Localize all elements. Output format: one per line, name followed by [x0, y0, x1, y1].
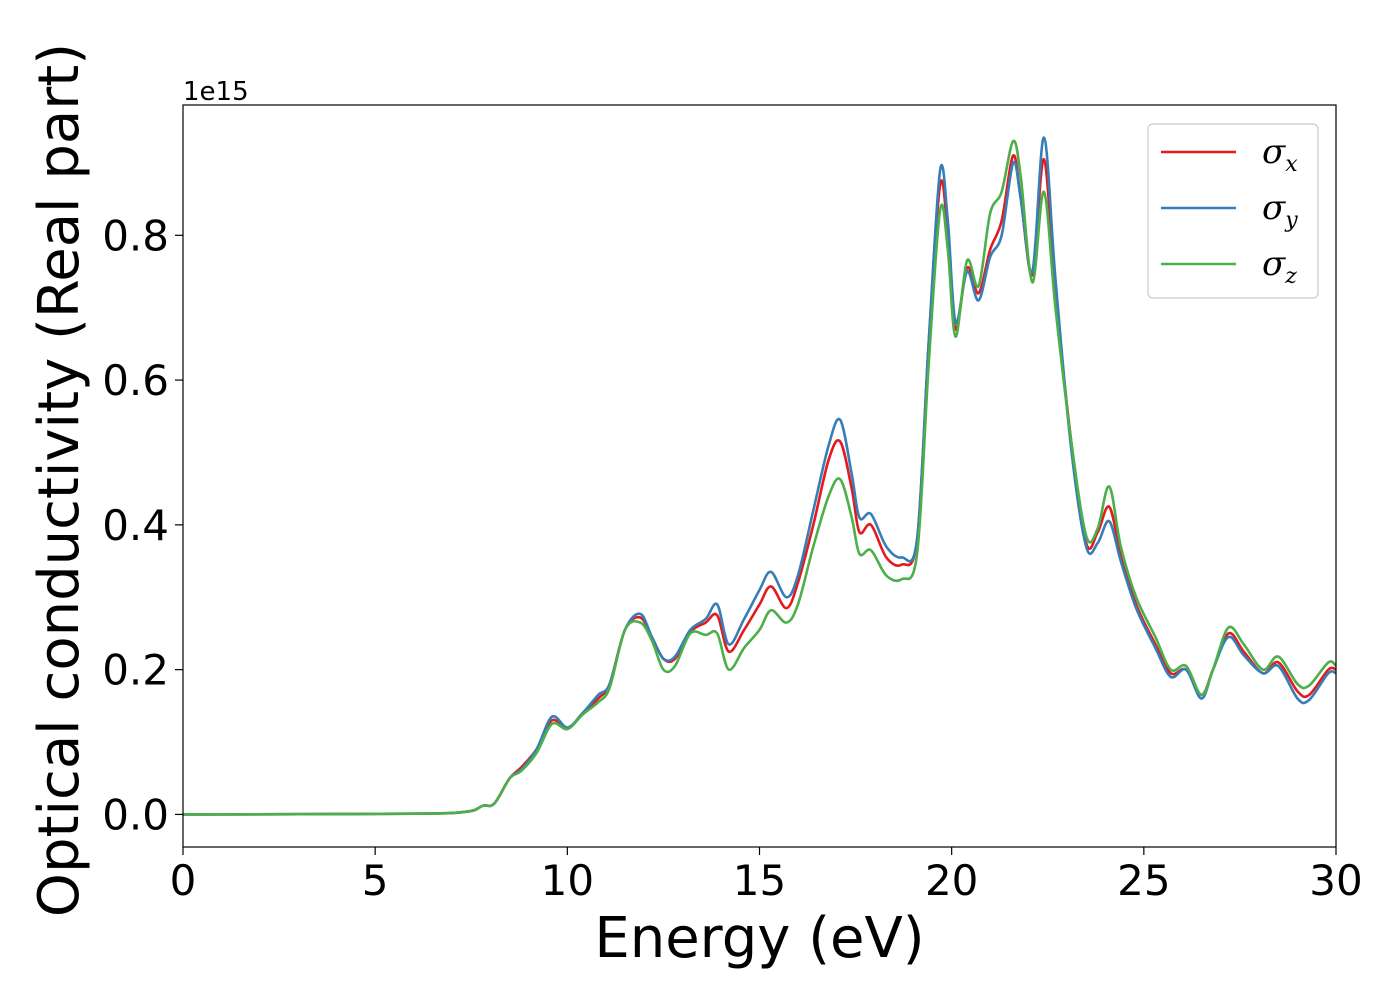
- x-tick-label: 15: [733, 856, 786, 905]
- legend-label-z: σz: [1262, 244, 1297, 289]
- x-tick-label: 10: [541, 856, 594, 905]
- y-tick-label: 0.8: [102, 211, 169, 260]
- plot-frame: [182, 104, 1337, 848]
- y-tick-label: 0.2: [102, 646, 169, 695]
- x-tick-label: 20: [925, 856, 978, 905]
- legend-label-base: σ: [1262, 244, 1286, 284]
- legend-label-subscript: x: [1285, 152, 1298, 177]
- series-line-z: [183, 139, 1336, 816]
- legend-label-base: σ: [1262, 188, 1286, 228]
- legend-label-subscript: z: [1284, 264, 1297, 289]
- legend-label-base: σ: [1262, 132, 1286, 172]
- x-tick-label: 25: [1117, 856, 1170, 905]
- x-axis-label: Energy (eV): [594, 906, 924, 971]
- y-axis-label: Optical conductivity (Real part): [27, 43, 92, 917]
- series-line-y: [183, 136, 1336, 816]
- x-tick-label: 0: [170, 856, 197, 905]
- plot-lines: [183, 136, 1336, 816]
- y-tick-label: 0.6: [102, 356, 169, 405]
- legend-box: [1147, 123, 1319, 299]
- y-axis-ticks: 0.0 0.2 0.4 0.6 0.8: [102, 211, 183, 839]
- y-axis-offset-label: 1e15: [183, 77, 249, 107]
- y-tick-label: 0.4: [102, 501, 169, 550]
- legend-label-subscript: y: [1284, 208, 1298, 233]
- x-tick-label: 30: [1309, 856, 1362, 905]
- x-tick-label: 5: [362, 856, 389, 905]
- y-tick-label: 0.0: [102, 790, 169, 839]
- x-axis-ticks: 0 5 10 15 20 25 30: [170, 847, 1363, 905]
- legend-label-y: σy: [1262, 188, 1298, 233]
- legend-label-x: σx: [1262, 132, 1298, 177]
